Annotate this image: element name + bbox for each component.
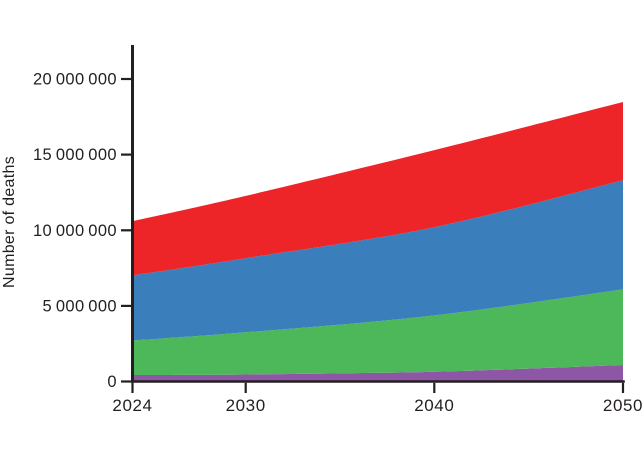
area-green [132, 289, 623, 375]
axes-layer: 0 5 000 000 10 000 000 15 000 000 20 000 000… [33, 45, 642, 415]
x-tick-label: 2050 [603, 396, 642, 415]
x-tick-label: 2030 [226, 396, 266, 415]
area-red [132, 102, 623, 276]
y-tick-label: 15 000 000 [33, 146, 117, 164]
y-tick-label: 10 000 000 [33, 222, 117, 240]
x-tick-label: 2040 [414, 396, 454, 415]
area-blue [132, 180, 623, 341]
area-purple [132, 365, 623, 382]
y-tick-label: 20 000 000 [33, 71, 117, 89]
x-tick-label: 2024 [112, 396, 152, 415]
y-tick-label: 5 000 000 [43, 297, 117, 315]
y-tick-label: 0 [107, 373, 117, 391]
areas-layer [132, 102, 623, 382]
y-axis-title: Number of deaths [1, 156, 18, 288]
